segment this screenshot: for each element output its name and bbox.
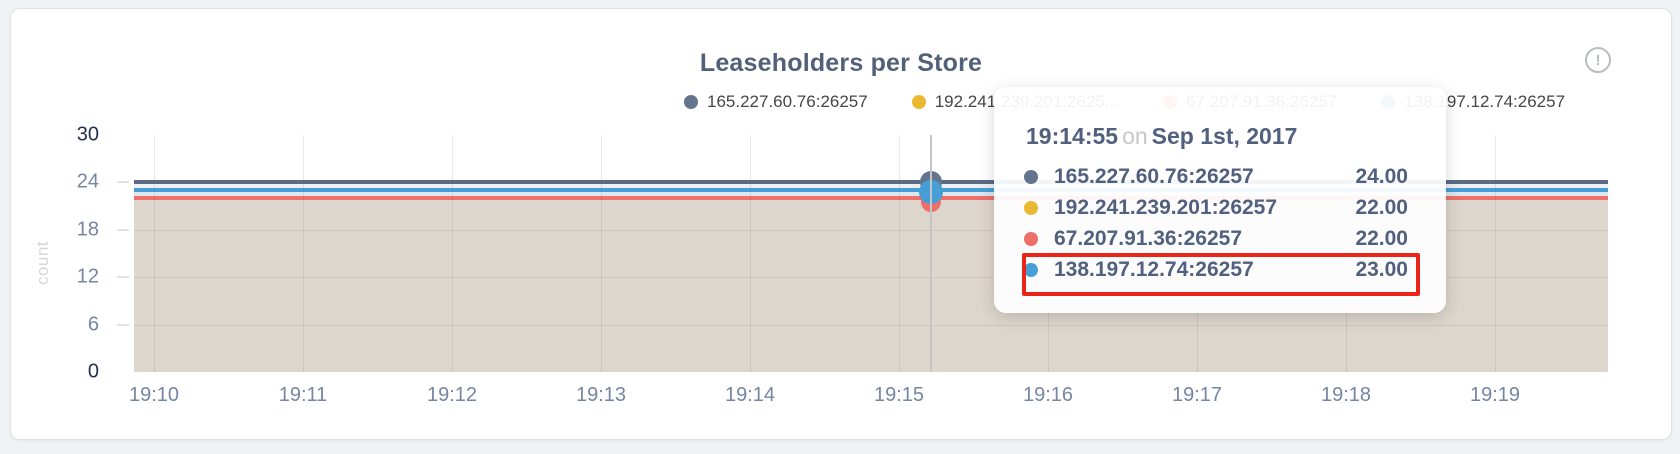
hover-crosshair xyxy=(930,135,932,372)
h-gridline xyxy=(134,277,1608,279)
tooltip-rows: 165.227.60.76:26257 24.00 192.241.239.201:… xyxy=(994,161,1446,285)
v-gridline xyxy=(303,135,304,372)
legend-item-label: 165.227.60.76:26257 xyxy=(707,92,868,111)
tooltip-series-dot-icon xyxy=(1024,200,1038,215)
legend-item-1[interactable]: 165.227.60.76:26257 xyxy=(684,92,868,112)
tooltip-row: 138.197.12.74:26257 23.00 xyxy=(994,254,1446,285)
x-tick-label: 19:13 xyxy=(575,384,627,406)
x-tick-label: 19:10 xyxy=(128,384,180,406)
tooltip-preposition: on xyxy=(1122,123,1148,149)
chart-title: Leaseholders per Store xyxy=(699,49,983,77)
area-band-mid xyxy=(134,192,1608,196)
x-tick-label: 19:19 xyxy=(1469,384,1521,406)
tooltip-row: 67.207.91.36:26257 22.00 xyxy=(994,223,1446,254)
y-tick-mark xyxy=(117,181,129,184)
highlight-annotation xyxy=(1022,253,1420,296)
tooltip-series-ip: 138.197.12.74:26257 xyxy=(1054,257,1254,281)
x-tick-label: 19:18 xyxy=(1320,384,1372,406)
y-tick-mark xyxy=(117,323,129,326)
hover-tooltip: 19:14:55 on Sep 1st, 2017 165.227.60.76:26… xyxy=(994,87,1446,313)
v-gridline xyxy=(1495,135,1496,372)
h-gridline xyxy=(134,229,1608,231)
v-gridline xyxy=(750,135,751,372)
area-band-top xyxy=(134,184,1608,188)
tooltip-row: 192.241.239.201:26257 22.00 xyxy=(994,192,1446,223)
series-line-4 xyxy=(134,188,1608,192)
x-tick-label: 19:11 xyxy=(278,384,328,406)
legend-dot-icon xyxy=(911,95,926,109)
h-gridline xyxy=(134,182,1608,184)
y-tick-label: 0 xyxy=(87,360,99,383)
v-gridline xyxy=(452,135,453,372)
x-tick-label: 19:16 xyxy=(1022,384,1074,406)
tooltip-series-value: 24.00 xyxy=(1355,164,1408,188)
tooltip-series-value: 22.00 xyxy=(1355,226,1408,250)
y-tick-mark xyxy=(117,276,129,279)
x-tick-label: 19:15 xyxy=(873,384,925,406)
y-tick-label: 30 xyxy=(76,123,99,146)
legend-dot-icon xyxy=(684,95,698,109)
chart-card: Leaseholders per Store ! 165.227.60.76:2… xyxy=(10,8,1672,440)
tooltip-series-ip: 165.227.60.76:26257 xyxy=(1054,164,1254,188)
y-tick-label: 12 xyxy=(76,265,99,288)
v-gridline xyxy=(899,135,900,372)
tooltip-series-ip: 192.241.239.201:26257 xyxy=(1054,195,1278,219)
tooltip-series-value: 23.00 xyxy=(1355,257,1408,281)
h-gridline xyxy=(134,324,1608,326)
tooltip-series-value: 22.00 xyxy=(1355,195,1408,219)
tooltip-row: 165.227.60.76:26257 24.00 xyxy=(994,161,1446,192)
v-gridline xyxy=(601,135,602,372)
tooltip-series-ip: 67.207.91.36:26257 xyxy=(1054,226,1243,250)
v-gridline xyxy=(154,135,155,372)
tooltip-date: Sep 1st, 2017 xyxy=(1151,123,1298,149)
tooltip-series-dot-icon xyxy=(1024,169,1038,184)
x-tick-label: 19:12 xyxy=(426,384,478,406)
y-tick-label: 18 xyxy=(76,218,99,241)
x-tick-label: 19:17 xyxy=(1171,384,1223,406)
y-tick-label: 6 xyxy=(87,313,99,336)
tooltip-time: 19:14:55 xyxy=(1026,123,1119,149)
info-icon[interactable]: ! xyxy=(1585,47,1611,73)
tooltip-header: 19:14:55 on Sep 1st, 2017 xyxy=(1026,123,1414,150)
x-tick-label: 19:14 xyxy=(724,384,776,406)
tooltip-series-dot-icon xyxy=(1024,262,1038,277)
info-icon-glyph: ! xyxy=(1595,51,1601,69)
y-tick-mark xyxy=(117,228,129,231)
y-tick-label: 24 xyxy=(76,170,99,193)
series-line-3 xyxy=(134,196,1608,200)
tooltip-series-dot-icon xyxy=(1024,231,1038,246)
series-line-1 xyxy=(134,180,1608,184)
